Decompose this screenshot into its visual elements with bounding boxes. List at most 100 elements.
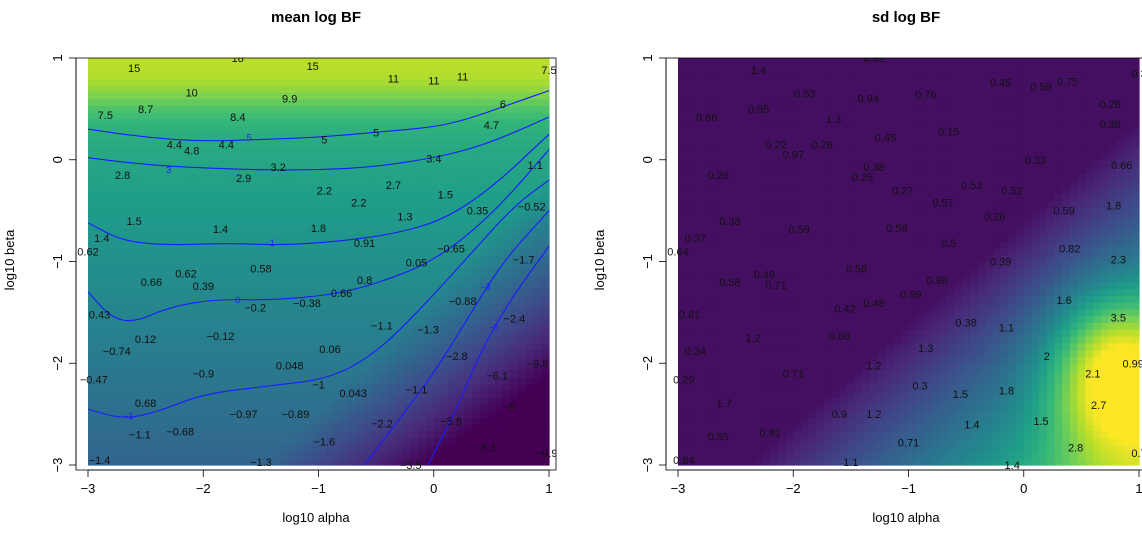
heatmap-cell [479, 417, 489, 425]
heatmap-cell [157, 207, 166, 215]
heatmap-cell [287, 458, 297, 466]
heatmap-cell [479, 146, 489, 154]
heatmap-cell [318, 119, 327, 127]
heatmap-cell [303, 275, 312, 283]
heatmap-cell [333, 302, 343, 310]
heatmap-cell [541, 214, 550, 222]
heatmap-cell [210, 146, 220, 154]
heatmap-cell [257, 390, 266, 398]
heatmap-cell [241, 152, 250, 161]
heatmap-cell [203, 281, 212, 290]
heatmap-cell [164, 281, 174, 290]
heatmap-cell [295, 329, 304, 337]
heatmap-cell [341, 308, 350, 317]
heatmap-cell [716, 417, 725, 425]
heatmap-cell [747, 227, 756, 235]
heatmap-cell [739, 159, 748, 168]
heatmap-cell [793, 458, 802, 466]
heatmap-cell [295, 424, 304, 432]
heatmap-cell [464, 200, 473, 208]
heatmap-cell [785, 180, 794, 188]
heatmap-cell [816, 370, 825, 378]
heatmap-cell [793, 241, 802, 249]
heatmap-cell [149, 98, 158, 107]
heatmap-cell [326, 180, 335, 188]
heatmap-cell [326, 186, 335, 195]
heatmap-cell [708, 417, 718, 425]
heatmap-cell [479, 431, 489, 439]
heatmap-cell [456, 329, 466, 337]
heatmap-cell [479, 166, 489, 174]
heatmap-cell [800, 247, 810, 256]
heatmap-cell [149, 159, 158, 168]
heatmap-cell [449, 370, 458, 378]
heatmap-cell [541, 288, 550, 297]
heatmap-cell [379, 458, 389, 466]
heatmap-cell [318, 105, 327, 113]
data-label: −9.9 [536, 448, 558, 460]
heatmap-cell [372, 85, 381, 93]
heatmap-cell [541, 261, 550, 269]
heatmap-cell [126, 370, 135, 378]
heatmap-cell [716, 152, 725, 161]
heatmap-cell [754, 370, 764, 378]
heatmap-cell [518, 458, 527, 466]
heatmap-cell [816, 112, 825, 120]
heatmap-cell [693, 234, 702, 242]
heatmap-cell [823, 241, 833, 249]
heatmap-cell [495, 275, 504, 283]
heatmap-cell [287, 302, 297, 310]
heatmap-cell [103, 247, 112, 256]
heatmap-cell [487, 119, 496, 127]
heatmap-cell [525, 186, 535, 195]
heatmap-cell [280, 431, 289, 439]
heatmap-cell [95, 91, 104, 100]
heatmap-cell [831, 241, 840, 249]
heatmap-cell [693, 302, 702, 310]
heatmap-cell [724, 139, 733, 147]
heatmap-cell [134, 444, 143, 453]
heatmap-cell [264, 342, 273, 351]
heatmap-cell [203, 112, 212, 120]
heatmap-cell [823, 451, 833, 459]
heatmap-cell [739, 308, 748, 317]
heatmap-cell [210, 329, 220, 337]
heatmap-cell [118, 308, 128, 317]
heatmap-cell [533, 247, 542, 256]
heatmap-cell [426, 383, 435, 391]
heatmap-cell [203, 363, 212, 371]
heatmap-cell [410, 71, 419, 79]
heatmap-cell [716, 281, 725, 290]
heatmap-cell [264, 132, 273, 140]
heatmap-cell [180, 329, 189, 337]
heatmap-cell [754, 458, 764, 466]
heatmap-cell [149, 173, 158, 181]
heatmap-cell [264, 403, 273, 412]
heatmap-cell [287, 363, 297, 371]
heatmap-cell [372, 281, 381, 290]
heatmap-cell [118, 105, 128, 113]
heatmap-cell [379, 119, 389, 127]
heatmap-cell [831, 424, 840, 432]
heatmap-cell [295, 451, 304, 459]
heatmap-cell [356, 180, 366, 188]
heatmap-cell [226, 64, 235, 73]
heatmap-cell [149, 315, 158, 324]
heatmap-cell [685, 125, 694, 134]
heatmap-cell [487, 376, 496, 385]
heatmap-cell [364, 200, 373, 208]
heatmap-cell [295, 390, 304, 398]
heatmap-cell [326, 200, 335, 208]
heatmap-cell [349, 356, 358, 364]
heatmap-cell [533, 139, 542, 147]
heatmap-cell [203, 159, 212, 168]
heatmap-cell [678, 390, 687, 398]
heatmap-cell [739, 119, 748, 127]
heatmap-cell [341, 336, 350, 344]
heatmap-cell [118, 78, 128, 86]
heatmap-cell [495, 410, 504, 419]
heatmap-cell [739, 390, 748, 398]
heatmap-cell [195, 71, 204, 79]
heatmap-cell [487, 431, 496, 439]
heatmap-cell [449, 159, 458, 168]
